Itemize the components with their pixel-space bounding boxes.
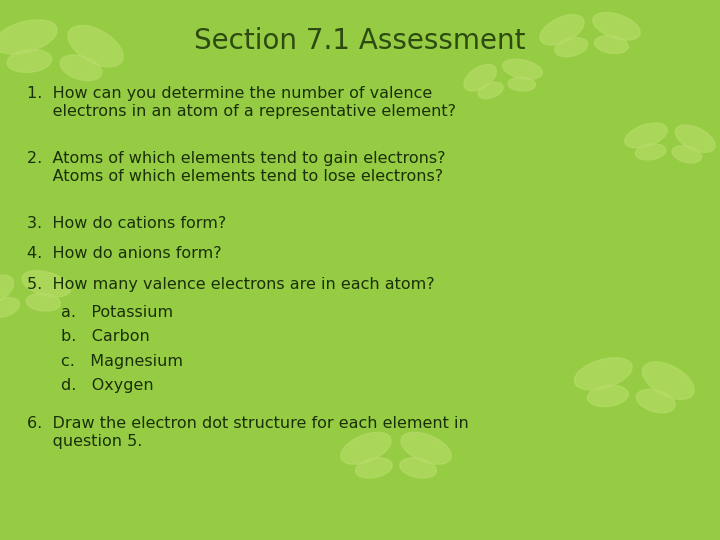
Ellipse shape	[0, 275, 14, 307]
Ellipse shape	[575, 357, 632, 390]
Text: 1.  How can you determine the number of valence
     electrons in an atom of a r: 1. How can you determine the number of v…	[27, 86, 456, 119]
Text: 3.  How do cations form?: 3. How do cations form?	[27, 216, 227, 231]
Text: a.   Potassium: a. Potassium	[61, 305, 174, 320]
Ellipse shape	[625, 123, 667, 148]
Text: 4.  How do anions form?: 4. How do anions form?	[27, 246, 222, 261]
Ellipse shape	[595, 36, 629, 53]
Ellipse shape	[675, 125, 715, 152]
Text: Section 7.1 Assessment: Section 7.1 Assessment	[194, 27, 526, 55]
Ellipse shape	[636, 144, 666, 160]
Ellipse shape	[508, 77, 536, 91]
Ellipse shape	[0, 298, 19, 318]
Text: b.   Carbon: b. Carbon	[61, 329, 150, 345]
Ellipse shape	[503, 59, 542, 79]
Ellipse shape	[478, 82, 503, 99]
Ellipse shape	[588, 385, 629, 407]
Ellipse shape	[636, 389, 675, 413]
Text: 2.  Atoms of which elements tend to gain electrons?
     Atoms of which elements: 2. Atoms of which elements tend to gain …	[27, 151, 446, 184]
Ellipse shape	[60, 55, 102, 80]
Ellipse shape	[0, 20, 57, 54]
Ellipse shape	[400, 458, 436, 478]
Ellipse shape	[68, 25, 123, 67]
Ellipse shape	[593, 12, 640, 40]
Ellipse shape	[356, 458, 392, 478]
Ellipse shape	[22, 271, 71, 297]
Text: d.   Oxygen: d. Oxygen	[61, 378, 154, 393]
Ellipse shape	[7, 50, 52, 72]
Ellipse shape	[341, 433, 391, 464]
Ellipse shape	[26, 294, 60, 311]
Ellipse shape	[672, 146, 701, 163]
Ellipse shape	[464, 64, 496, 91]
Ellipse shape	[540, 15, 584, 45]
Ellipse shape	[555, 38, 588, 57]
Ellipse shape	[642, 362, 694, 400]
Ellipse shape	[401, 433, 451, 464]
Text: 6.  Draw the electron dot structure for each element in
     question 5.: 6. Draw the electron dot structure for e…	[27, 416, 469, 449]
Text: 5.  How many valence electrons are in each atom?: 5. How many valence electrons are in eac…	[27, 277, 435, 292]
Text: c.   Magnesium: c. Magnesium	[61, 354, 183, 369]
